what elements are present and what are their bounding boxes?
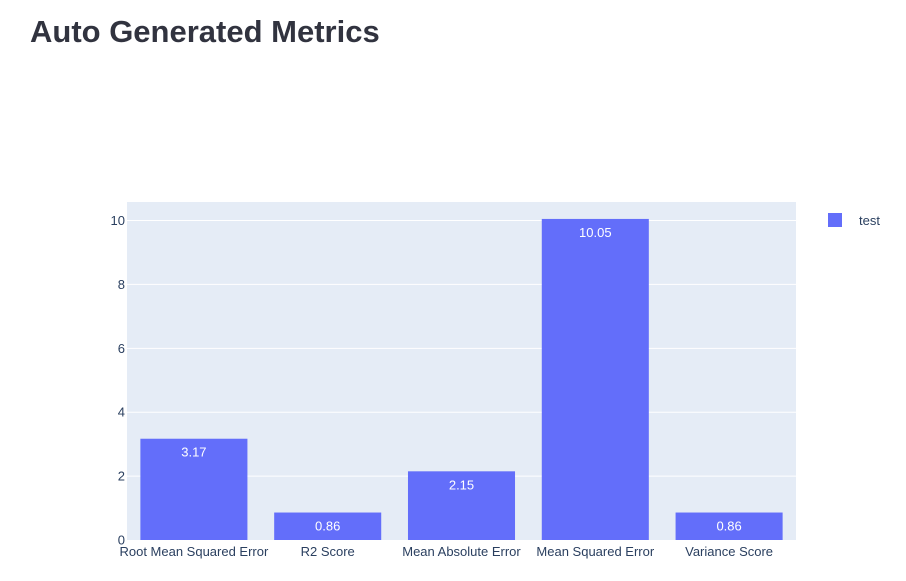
y-tick-label: 8 [118, 277, 125, 292]
bar-value-label: 2.15 [449, 477, 474, 492]
y-tick-label: 6 [118, 341, 125, 356]
legend-swatch [828, 213, 842, 227]
y-tick-label: 2 [118, 469, 125, 484]
legend-item-test[interactable]: test [828, 213, 880, 228]
bar-value-label: 0.86 [315, 519, 340, 534]
y-axis: 0 2 4 6 8 10 [111, 213, 125, 547]
bar-value-label: 0.86 [716, 519, 741, 534]
x-tick-label: Root Mean Squared Error [119, 544, 269, 559]
x-tick-label: R2 Score [301, 544, 355, 559]
bar [140, 438, 248, 540]
legend-label: test [859, 213, 880, 228]
y-tick-label: 0 [118, 533, 125, 548]
bar-value-label: 3.17 [181, 445, 206, 460]
x-tick-label: Mean Squared Error [536, 544, 654, 559]
bar [541, 218, 649, 540]
y-tick-label: 4 [118, 405, 125, 420]
bar [274, 512, 382, 540]
x-tick-label: Mean Absolute Error [402, 544, 521, 559]
legend: test [828, 213, 880, 228]
bar [407, 471, 516, 540]
bar [675, 512, 783, 540]
y-tick-label: 10 [111, 213, 125, 228]
x-axis: Root Mean Squared Error R2 Score Mean Abso… [119, 544, 773, 559]
bars: 3.17 0.86 2.15 10.05 0.86 [140, 218, 783, 540]
x-tick-label: Variance Score [685, 544, 773, 559]
bar-value-label: 10.05 [579, 225, 612, 240]
page-title: Auto Generated Metrics [30, 14, 380, 49]
